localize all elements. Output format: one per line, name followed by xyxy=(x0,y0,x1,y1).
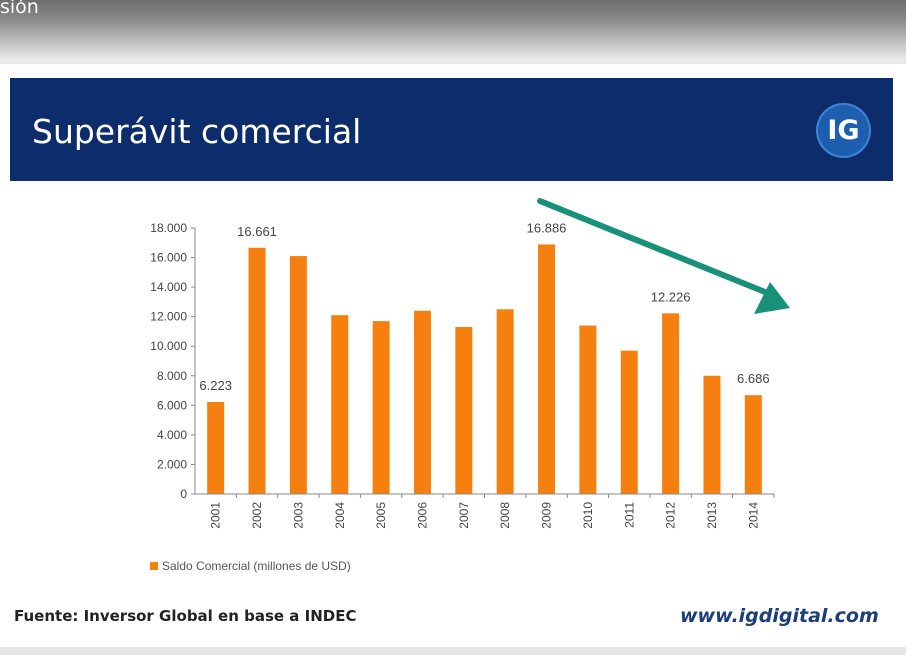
bar-chart: 0 2.000 4.000 6.000 8.000 10.000 12.000 14.000 1… xyxy=(150,198,790,529)
title-banner: Superávit comercial IG xyxy=(10,78,893,181)
data-label: 16.886 xyxy=(527,220,567,235)
x-tick-label: 2011 xyxy=(622,502,636,528)
x-tick-label: 2005 xyxy=(374,502,388,529)
trend-arrow-shaft xyxy=(537,198,768,295)
bar xyxy=(744,395,762,494)
x-tick-label: 2007 xyxy=(457,502,471,529)
x-tick-label: 2008 xyxy=(498,502,512,529)
data-label: 16.661 xyxy=(237,224,277,239)
bar xyxy=(289,256,307,494)
bar xyxy=(662,313,680,494)
bar xyxy=(455,327,473,494)
data-labels: 6.223 16.661 16.886 12.226 6.686 xyxy=(199,220,769,393)
bar xyxy=(413,310,431,494)
x-tick-label: 2004 xyxy=(333,502,347,529)
bar xyxy=(538,244,556,494)
x-tick-label: 2002 xyxy=(250,502,264,529)
slide: Superávit comercial IG 0 2.000 4.000 6.000 8… xyxy=(0,64,906,647)
bar xyxy=(248,247,266,494)
legend-label: Saldo Comercial (millones de USD) xyxy=(162,559,351,573)
x-tick-label: 2010 xyxy=(581,502,595,529)
data-label: 6.223 xyxy=(199,378,232,393)
slide-title: Superávit comercial xyxy=(32,112,362,151)
legend-swatch xyxy=(150,562,158,570)
bar xyxy=(579,325,597,494)
bar xyxy=(496,309,514,494)
x-tick-label: 2001 xyxy=(209,502,223,529)
source-note: Fuente: Inversor Global en base a INDEC xyxy=(14,607,357,625)
trend-arrow-head xyxy=(754,282,790,314)
bars xyxy=(207,244,762,494)
bar xyxy=(703,375,721,494)
trend-arrow-icon xyxy=(537,198,790,314)
data-label: 6.686 xyxy=(737,371,770,386)
website-link[interactable]: www.igdigital.com xyxy=(680,605,879,627)
x-tick-label: 2014 xyxy=(746,502,760,529)
y-axis: 0 2.000 4.000 6.000 8.000 10.000 12.000 14.000 1… xyxy=(150,221,196,501)
bar xyxy=(620,350,638,494)
y-tick-label: 6.000 xyxy=(157,398,187,412)
data-label: 12.226 xyxy=(651,289,691,304)
y-tick-label: 0 xyxy=(180,487,187,501)
y-tick-label: 14.000 xyxy=(150,280,187,294)
x-tick-label: 2012 xyxy=(664,502,678,529)
chart-legend: Saldo Comercial (millones de USD) xyxy=(150,559,351,573)
top-caption-fragment: sión xyxy=(0,0,39,18)
bar xyxy=(207,402,225,494)
x-tick-label: 2009 xyxy=(540,502,554,529)
y-tick-label: 18.000 xyxy=(150,221,187,235)
x-tick-label: 2003 xyxy=(291,502,305,529)
bar xyxy=(372,321,390,494)
bar xyxy=(331,315,349,494)
y-tick-label: 12.000 xyxy=(150,310,187,324)
y-tick-label: 10.000 xyxy=(150,339,187,353)
y-tick-label: 2.000 xyxy=(157,457,187,471)
x-tick-label: 2013 xyxy=(705,502,719,529)
y-tick-label: 8.000 xyxy=(157,369,187,383)
y-tick-label: 4.000 xyxy=(157,428,187,442)
x-axis: 2001 2002 2003 2004 2005 2006 2007 2008 2009 2010… xyxy=(195,493,775,529)
y-tick-label: 16.000 xyxy=(150,251,187,265)
ig-logo: IG xyxy=(816,103,871,158)
x-tick-label: 2006 xyxy=(415,502,429,529)
